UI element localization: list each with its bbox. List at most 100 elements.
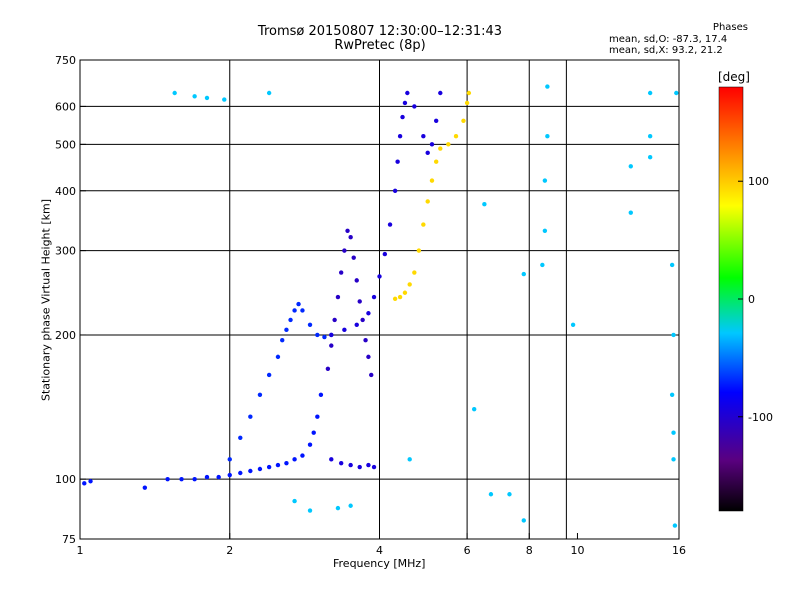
- data-point: [300, 308, 305, 313]
- data-point: [332, 317, 337, 323]
- data-point: [257, 392, 263, 398]
- phases-o-stats: mean, sd,O: -87.3, 17.4: [609, 34, 728, 45]
- y-tick-label: 200: [55, 329, 76, 342]
- data-point: [672, 523, 678, 528]
- data-point: [416, 248, 422, 253]
- x-tick-label: 1: [77, 544, 84, 557]
- data-point: [318, 392, 324, 398]
- colorbar-tick-label: -100: [748, 411, 773, 424]
- data-point: [292, 498, 297, 504]
- data-point: [179, 476, 184, 482]
- data-point: [521, 271, 526, 277]
- data-point: [429, 178, 435, 183]
- data-point: [216, 474, 221, 480]
- data-point: [335, 294, 341, 300]
- data-point: [369, 372, 374, 378]
- data-point: [296, 301, 301, 307]
- data-point: [165, 476, 170, 482]
- data-point: [433, 118, 439, 123]
- data-point: [342, 248, 347, 253]
- data-point: [307, 322, 313, 328]
- y-tick-label: 400: [55, 185, 76, 198]
- data-point: [412, 104, 417, 109]
- data-point: [671, 430, 676, 435]
- data-point: [142, 485, 148, 490]
- data-point: [400, 114, 405, 120]
- y-tick-label: 600: [55, 100, 76, 113]
- data-point: [348, 234, 353, 240]
- data-point: [482, 201, 487, 207]
- data-point: [275, 354, 281, 360]
- data-point: [402, 290, 408, 295]
- x-tick-label: 6: [464, 544, 471, 557]
- data-point: [280, 338, 285, 343]
- data-point: [227, 472, 232, 478]
- data-point: [407, 457, 412, 462]
- data-point: [438, 146, 443, 151]
- data-point: [671, 457, 676, 462]
- data-point: [192, 476, 197, 482]
- data-point: [338, 460, 344, 466]
- data-point: [275, 462, 281, 468]
- data-point: [453, 133, 459, 139]
- data-point: [446, 142, 451, 147]
- data-point: [315, 414, 320, 419]
- y-tick-label: 300: [55, 245, 76, 258]
- data-point: [429, 142, 435, 147]
- data-point: [542, 228, 548, 233]
- data-point: [338, 270, 344, 275]
- data-point: [329, 343, 334, 348]
- data-point: [366, 311, 371, 316]
- data-point: [397, 133, 403, 139]
- data-point: [329, 457, 334, 462]
- data-point: [366, 462, 371, 468]
- data-point: [266, 464, 272, 470]
- chart-subtitle: RwPretec (8p): [334, 38, 426, 53]
- y-ticks: 75 100 200 300 400 500 600 750: [55, 54, 86, 546]
- data-point: [329, 332, 334, 338]
- data-point: [322, 334, 327, 340]
- data-point: [300, 453, 305, 458]
- data-point: [392, 188, 398, 193]
- data-point: [288, 317, 293, 323]
- data-point: [342, 327, 347, 333]
- data-point: [669, 262, 675, 268]
- data-point: [227, 457, 232, 462]
- x-tick-label: 8: [526, 544, 533, 557]
- data-point: [222, 97, 227, 102]
- data-point: [466, 90, 472, 96]
- data-point: [238, 470, 243, 476]
- data-point: [348, 503, 353, 508]
- data-point: [248, 468, 253, 474]
- data-point: [292, 457, 297, 462]
- data-point: [292, 308, 297, 313]
- data-point: [387, 222, 393, 227]
- data-point: [438, 90, 443, 96]
- data-point: [545, 84, 550, 89]
- data-point: [204, 95, 210, 101]
- phases-title: Phases: [712, 22, 748, 33]
- data-point: [671, 332, 676, 338]
- data-point: [628, 164, 633, 169]
- x-tick-label: 10: [570, 544, 584, 557]
- data-point: [238, 435, 243, 440]
- colorbar-tick-label: 100: [748, 175, 769, 188]
- data-point: [545, 133, 550, 139]
- data-point: [82, 481, 87, 486]
- data-point: [647, 90, 653, 96]
- data-point: [248, 414, 253, 419]
- data-point: [488, 492, 494, 497]
- data-point: [647, 155, 653, 160]
- data-point: [412, 270, 417, 275]
- data-point: [425, 199, 430, 204]
- data-point: [570, 322, 576, 328]
- data-point: [392, 296, 398, 301]
- data-point: [395, 159, 400, 164]
- x-tick-label: 4: [376, 544, 383, 557]
- data-point: [405, 90, 410, 96]
- x-ticks: 1 2 4 6 8 10 16: [77, 533, 686, 557]
- x-axis-label: Frequency [MHz]: [333, 557, 426, 570]
- data-point: [345, 228, 350, 233]
- data-point: [311, 430, 316, 435]
